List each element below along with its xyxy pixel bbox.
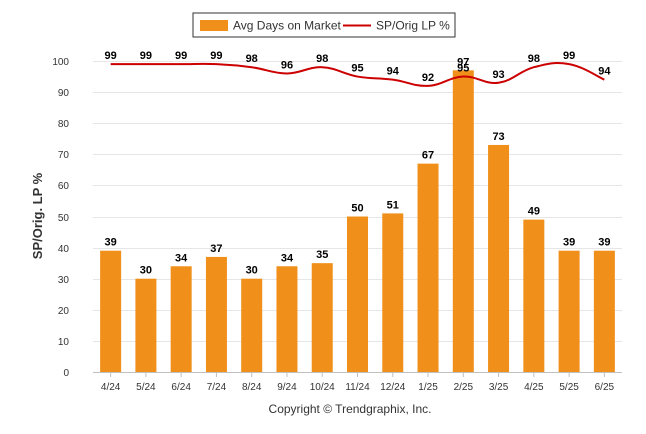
bar-data-label: 39 [563, 237, 575, 249]
bar [100, 250, 122, 372]
y-tick-label: 60 [58, 181, 70, 192]
line-data-label: 99 [210, 50, 222, 62]
x-tick-label: 11/24 [345, 382, 370, 393]
line-data-label: 96 [281, 59, 293, 71]
legend-bar-label: Avg Days on Market [233, 19, 341, 33]
legend: Avg Days on Market SP/Orig LP % [192, 12, 456, 38]
bar-data-label: 51 [387, 199, 399, 211]
bar [593, 250, 615, 372]
y-tick-label: 70 [58, 150, 70, 161]
x-tick-label: 12/24 [380, 382, 405, 393]
legend-line-label: SP/Orig LP % [376, 19, 450, 33]
bar-data-label: 39 [105, 237, 117, 249]
y-tick-label: 30 [58, 275, 70, 286]
bar [135, 278, 157, 372]
x-tick-label: 10/24 [310, 382, 335, 393]
line-data-label: 99 [105, 50, 117, 62]
x-tick-label: 9/24 [277, 382, 297, 393]
bar [523, 219, 545, 372]
line-data-label: 95 [457, 63, 469, 75]
x-tick-label: 5/24 [136, 382, 156, 393]
line-data-label: 93 [492, 69, 504, 81]
line-series [110, 62, 605, 87]
bar-data-label: 30 [246, 265, 258, 277]
line-data-label: 99 [175, 50, 187, 62]
y-tick-label: 50 [58, 213, 70, 224]
line-data-label: 98 [528, 53, 540, 65]
y-tick-label: 90 [58, 88, 70, 99]
y-tick-label: 10 [58, 337, 70, 348]
bar [347, 216, 368, 372]
line-data-label: 94 [598, 66, 611, 78]
bar-data-label: 49 [528, 206, 540, 218]
bar [558, 250, 580, 372]
bar-data-label: 73 [492, 131, 504, 143]
bar [241, 278, 263, 372]
bar-data-label: 50 [351, 203, 363, 215]
x-tick-label: 6/24 [171, 382, 191, 393]
bar-data-label: 30 [140, 265, 152, 277]
line-data-label: 92 [422, 72, 434, 84]
x-tick-label: 1/25 [418, 382, 438, 393]
bar-data-label: 37 [210, 243, 222, 255]
line-data-label: 95 [351, 63, 363, 75]
bar-data-label: 97 [457, 56, 469, 68]
legend-box [192, 12, 456, 38]
x-tick-label: 5/25 [559, 382, 579, 393]
x-tick-label: 6/25 [595, 382, 615, 393]
line-data-label: 98 [316, 53, 328, 65]
bar [382, 213, 404, 372]
y-tick-label: 80 [58, 119, 70, 130]
axes: 0 10 20 30 40 50 60 70 80 90 100 4/24 5/24 6/24 7/24 8/… [52, 57, 622, 393]
line-data-label: 99 [563, 50, 575, 62]
x-tick-label: 2/25 [454, 382, 474, 393]
bar [205, 256, 227, 372]
bar-data-label: 34 [281, 252, 294, 264]
y-tick-label: 20 [58, 306, 70, 317]
x-tick-label: 8/24 [242, 382, 262, 393]
data-labels: 39 30 34 37 30 34 35 50 51 67 97 73 49 39 39 99 99 99 99 98… [105, 50, 612, 277]
bar-data-label: 67 [422, 150, 434, 162]
bar-data-label: 34 [175, 252, 188, 264]
line-data-label: 94 [387, 66, 400, 78]
bar [170, 266, 192, 372]
line-data-label: 98 [246, 53, 258, 65]
x-tick-label: 7/24 [207, 382, 227, 393]
x-tick-label: 3/25 [489, 382, 509, 393]
line-data-label: 99 [140, 50, 152, 62]
bar [311, 263, 333, 372]
bar [452, 70, 474, 372]
bar-data-label: 35 [316, 249, 328, 261]
y-tick-label: 40 [58, 244, 70, 255]
copyright-footer: Copyright © Trendgraphix, Inc. [269, 402, 432, 416]
legend-bar-swatch [200, 20, 228, 31]
x-tick-label: 4/24 [101, 382, 121, 393]
bar-series [100, 70, 615, 372]
y-axis-title: SP/Orig. LP % [30, 172, 45, 259]
y-tick-label: 0 [63, 368, 69, 379]
bar-data-label: 39 [598, 237, 610, 249]
y-tick-label: 100 [52, 57, 69, 68]
bar [417, 163, 439, 372]
bar [488, 144, 510, 372]
bar [276, 266, 298, 372]
x-tick-label: 4/25 [524, 382, 544, 393]
